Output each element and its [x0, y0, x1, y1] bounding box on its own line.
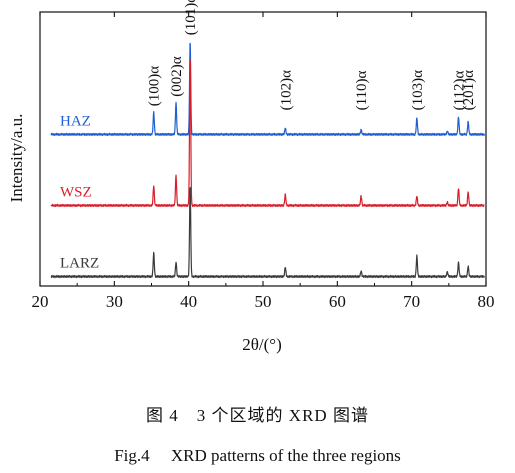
- x-tick-label: 30: [106, 292, 123, 311]
- peak-label: (112)α: [452, 70, 468, 110]
- series-label-wsz: WSZ: [60, 184, 92, 200]
- peak-label: (100)α: [147, 66, 163, 106]
- figure-caption-english: Fig.4 XRD patterns of the three regions: [114, 446, 401, 465]
- y-axis-label: Intensity/a.u.: [7, 114, 26, 203]
- peak-label: (103)α: [410, 70, 426, 110]
- series-line-wsz: [50, 59, 485, 208]
- peak-label: (101)α: [183, 0, 199, 35]
- peak-label: (110)α: [354, 70, 370, 110]
- x-tick-label: 70: [403, 292, 420, 311]
- x-tick-label: 40: [180, 292, 197, 311]
- plot-frame: [39, 11, 487, 287]
- peak-label: (002)α: [169, 56, 185, 96]
- x-tick-label: 80: [478, 292, 495, 311]
- series-label-larz: LARZ: [60, 256, 99, 272]
- series-line-haz: [50, 42, 485, 137]
- xrd-chart: (100)α (002)α (101)α (102)α (110)α (103)α (112…: [7, 0, 495, 354]
- x-axis-label: 2θ/(°): [242, 335, 282, 354]
- peak-label: (201)α: [461, 70, 477, 110]
- x-tick-label: 60: [329, 292, 346, 311]
- x-tick-label: 20: [32, 292, 49, 311]
- series-label-haz: HAZ: [60, 113, 91, 129]
- figure-caption-chinese: 图 4 3 个区域的 XRD 图谱: [146, 406, 369, 425]
- series-line-larz: [50, 187, 485, 279]
- x-tick-label: 50: [255, 292, 272, 311]
- peak-label: (102)α: [278, 70, 294, 110]
